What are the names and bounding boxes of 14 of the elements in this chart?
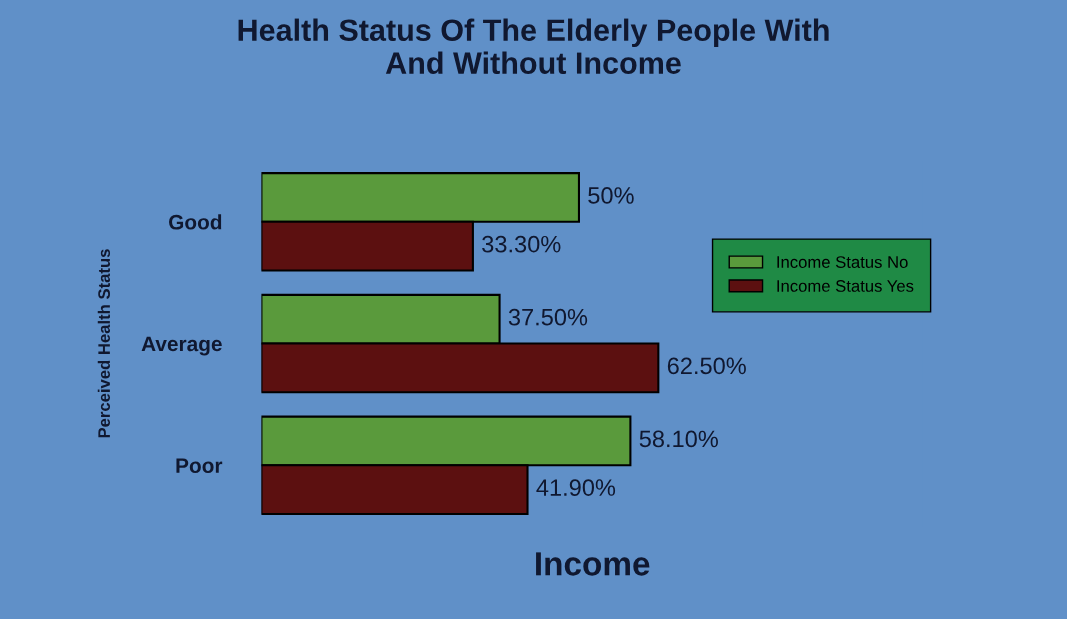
y-tick-label: Poor — [176, 458, 223, 474]
data-label: 41.90% — [536, 479, 616, 496]
data-label: 50% — [588, 187, 634, 204]
y-tick-label: Average — [141, 336, 222, 356]
y-axis-title: Perceived Health Status — [97, 249, 111, 438]
legend-label: Income Status Yes — [777, 280, 914, 292]
chart-title: Health Status Of The Elderly People With And Without Income — [238, 18, 829, 74]
data-label: 58.10% — [639, 430, 718, 448]
legend-label: Income Status No — [777, 256, 908, 268]
x-axis-title: Income — [536, 552, 650, 576]
data-label: 33.30% — [482, 235, 561, 253]
y-tick-label: Good — [169, 214, 222, 230]
data-label: 37.50% — [508, 308, 588, 326]
data-label: 62.50% — [667, 357, 746, 375]
